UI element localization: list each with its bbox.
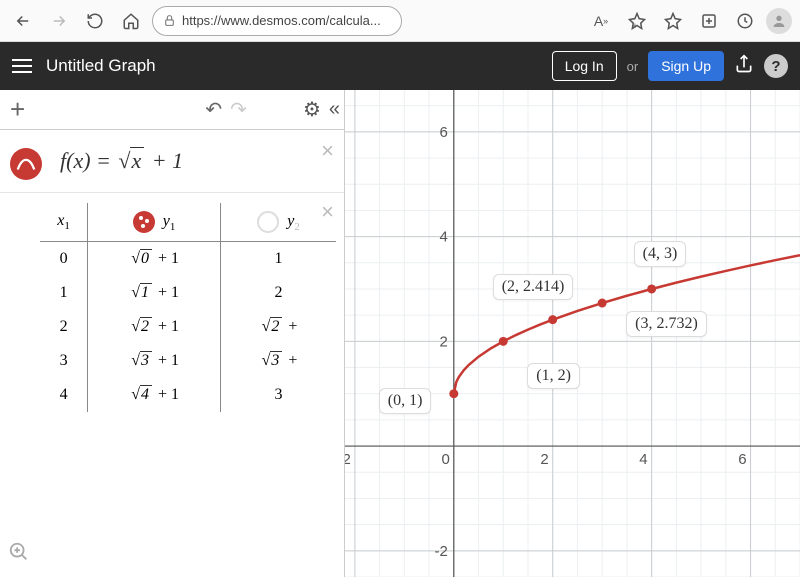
lock-icon [163, 14, 176, 27]
svg-text:4: 4 [639, 451, 647, 468]
point-label[interactable]: (3, 2.732) [626, 311, 707, 337]
col-y2-header[interactable]: y2 [221, 203, 336, 242]
cell-y1[interactable]: 4 + 1 [88, 378, 221, 412]
table-row[interactable]: 00 + 11 [40, 242, 336, 277]
svg-text:6: 6 [439, 124, 447, 141]
browser-toolbar: https://www.desmos.com/calcula... A» + [0, 0, 800, 42]
graph-area[interactable]: -2 0 2 4 6 -2 2 4 6 (0, 1) (1, 2) (2, 2.414) (3, 2.… [345, 90, 800, 577]
refresh-button[interactable] [80, 6, 110, 36]
or-label: or [627, 59, 639, 74]
graph-title[interactable]: Untitled Graph [46, 56, 552, 76]
series-dot-icon[interactable] [133, 211, 155, 233]
fn-arg: x [73, 148, 83, 173]
expression-color-icon[interactable] [10, 148, 42, 180]
expression-row-1[interactable]: × f(x) = x + 1 [0, 130, 344, 193]
home-button[interactable] [116, 6, 146, 36]
table-row[interactable]: 44 + 13 [40, 378, 336, 412]
col-y1-header[interactable]: y1 [88, 203, 221, 242]
delete-table-icon[interactable]: × [321, 199, 334, 225]
url-text: https://www.desmos.com/calcula... [182, 13, 381, 28]
point-label[interactable]: (1, 2) [527, 363, 580, 389]
svg-text:-2: -2 [434, 543, 447, 560]
table-row[interactable]: 11 + 12 [40, 276, 336, 310]
signup-button[interactable]: Sign Up [648, 51, 724, 81]
svg-text:-2: -2 [345, 451, 351, 468]
login-button[interactable]: Log In [552, 51, 617, 81]
table-row[interactable]: 33 + 13 + [40, 344, 336, 378]
table-expression[interactable]: × x1 y1 y2 00 + 1111 + 1222 + 12 +33 + 1… [0, 193, 344, 422]
settings-button[interactable]: ⚙ [303, 97, 321, 122]
read-aloud-button[interactable]: A» [586, 6, 616, 36]
cell-y2[interactable]: 2 [221, 276, 336, 310]
col-x-header[interactable]: x1 [40, 203, 88, 242]
fn-name: f [60, 148, 66, 173]
point-label[interactable]: (0, 1) [379, 388, 432, 414]
value-table: x1 y1 y2 00 + 1111 + 1222 + 12 +33 + 13 … [40, 203, 336, 412]
undo-button[interactable]: ↶ [205, 97, 222, 122]
delete-expression-icon[interactable]: × [321, 138, 334, 164]
help-button[interactable]: ? [764, 54, 788, 78]
series-hollow-icon[interactable] [257, 211, 279, 233]
add-expression-button[interactable]: + [10, 94, 25, 125]
profile-button[interactable] [766, 8, 792, 34]
favorite-button[interactable]: + [622, 6, 652, 36]
history-button[interactable] [730, 6, 760, 36]
cell-y2[interactable]: 2 + [221, 310, 336, 344]
svg-text:6: 6 [738, 451, 746, 468]
cell-y1[interactable]: 2 + 1 [88, 310, 221, 344]
svg-text:2: 2 [540, 451, 548, 468]
expression-panel: + ↶ ↷ ⚙ « × f(x) = x + 1 × x [0, 90, 345, 577]
menu-button[interactable] [12, 59, 32, 73]
radicand: x [130, 147, 144, 173]
share-button[interactable] [734, 54, 754, 79]
cell-y2[interactable]: 3 + [221, 344, 336, 378]
back-button[interactable] [8, 6, 38, 36]
expression-toolbar: + ↶ ↷ ⚙ « [0, 90, 344, 130]
zoom-button[interactable] [8, 541, 36, 569]
collections-button[interactable] [694, 6, 724, 36]
address-bar[interactable]: https://www.desmos.com/calcula... [152, 6, 402, 36]
cell-y1[interactable]: 0 + 1 [88, 242, 221, 277]
expression-math[interactable]: f(x) = x + 1 [60, 148, 328, 174]
favorites-list-button[interactable] [658, 6, 688, 36]
table-row[interactable]: 22 + 12 + [40, 310, 336, 344]
offset: + 1 [152, 148, 183, 173]
point-label[interactable]: (4, 3) [634, 241, 687, 267]
redo-button[interactable]: ↷ [230, 97, 247, 122]
cell-x[interactable]: 4 [40, 378, 88, 412]
svg-text:4: 4 [439, 229, 447, 246]
cell-y2[interactable]: 1 [221, 242, 336, 277]
cell-x[interactable]: 0 [40, 242, 88, 277]
graph-canvas: -2 0 2 4 6 -2 2 4 6 [345, 90, 800, 577]
cell-y1[interactable]: 3 + 1 [88, 344, 221, 378]
cell-x[interactable]: 2 [40, 310, 88, 344]
cell-x[interactable]: 1 [40, 276, 88, 310]
svg-text:2: 2 [439, 333, 447, 350]
cell-x[interactable]: 3 [40, 344, 88, 378]
cell-y1[interactable]: 1 + 1 [88, 276, 221, 310]
app-header: Untitled Graph Log In or Sign Up ? [0, 42, 800, 90]
point-label[interactable]: (2, 2.414) [493, 274, 574, 300]
collapse-panel-button[interactable]: « [329, 98, 334, 121]
forward-button[interactable] [44, 6, 74, 36]
cell-y2[interactable]: 3 [221, 378, 336, 412]
svg-text:0: 0 [441, 451, 449, 468]
